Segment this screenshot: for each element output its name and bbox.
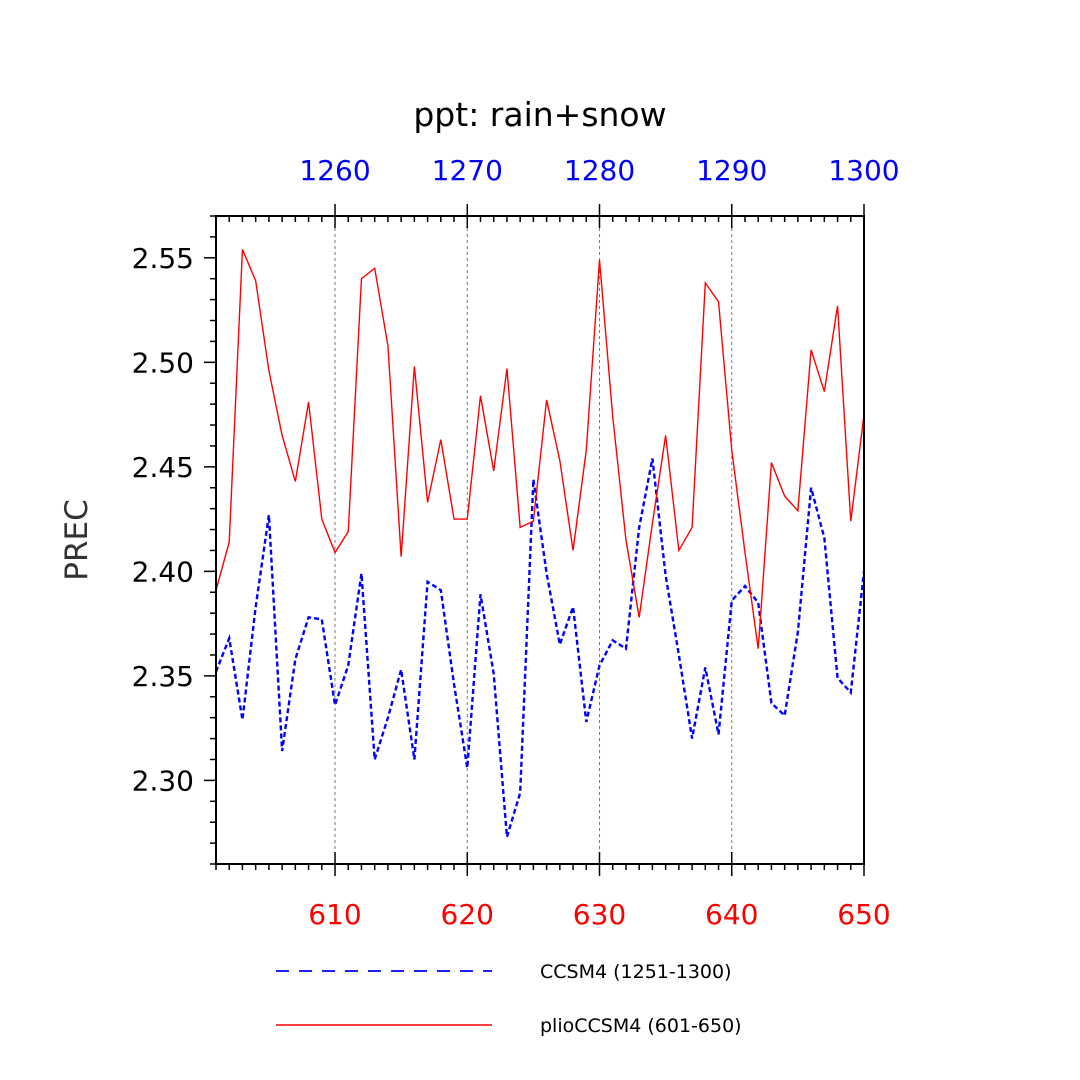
y-tick-label: 2.35 bbox=[132, 660, 194, 693]
series-line-ccsm4 bbox=[214, 458, 866, 838]
legend: CCSM4 (1251-1300) plioCCSM4 (601-650) bbox=[276, 961, 742, 1037]
chart-title: ppt: rain+snow bbox=[413, 95, 666, 134]
x-top-tick-label: 1280 bbox=[564, 154, 635, 187]
x-top-tick-label: 1260 bbox=[299, 154, 370, 187]
labels-layer: 2.30 2.35 2.40 2.45 2.50 2.55 610 620 630 640 650 1… bbox=[132, 154, 900, 931]
legend-label-ccsm4: CCSM4 (1251-1300) bbox=[540, 961, 732, 983]
legend-label-pliocssm4: plioCCSM4 (601-650) bbox=[540, 1015, 742, 1037]
y-tick-label: 2.30 bbox=[132, 764, 194, 797]
x-top-tick-label: 1290 bbox=[696, 154, 767, 187]
y-tick-label: 2.55 bbox=[132, 242, 194, 275]
x-bottom-tick-label: 650 bbox=[837, 898, 890, 931]
x-bottom-tick-label: 610 bbox=[308, 898, 361, 931]
x-bottom-tick-label: 630 bbox=[573, 898, 626, 931]
plot-frame bbox=[215, 215, 865, 865]
y-tick-label: 2.45 bbox=[132, 451, 194, 484]
y-tick-label: 2.40 bbox=[132, 555, 194, 588]
x-bottom-tick-label: 640 bbox=[705, 898, 758, 931]
y-tick-label: 2.50 bbox=[132, 346, 194, 379]
x-top-tick-label: 1270 bbox=[432, 154, 503, 187]
ticks-layer bbox=[204, 204, 865, 876]
x-bottom-tick-label: 620 bbox=[441, 898, 494, 931]
x-top-tick-label: 1300 bbox=[828, 154, 899, 187]
gridlines bbox=[334, 216, 733, 864]
series-line-pliocssm4 bbox=[215, 249, 865, 649]
y-axis-label: PREC bbox=[59, 499, 95, 580]
series-layer bbox=[214, 249, 866, 838]
